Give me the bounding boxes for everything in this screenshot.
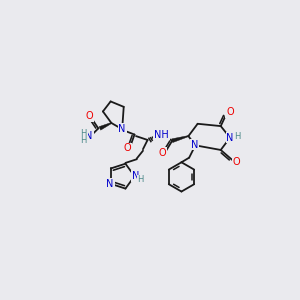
Text: H: H	[137, 176, 144, 184]
Text: H: H	[80, 128, 87, 137]
Polygon shape	[99, 122, 112, 130]
Text: N: N	[85, 131, 93, 141]
Text: H: H	[80, 136, 87, 145]
Text: N: N	[132, 171, 139, 181]
Text: O: O	[226, 107, 234, 117]
Text: O: O	[232, 157, 240, 166]
Text: NH: NH	[154, 130, 169, 140]
Text: N: N	[226, 133, 234, 142]
Polygon shape	[172, 136, 188, 142]
Text: N: N	[191, 140, 198, 150]
Text: O: O	[124, 143, 131, 153]
Text: N: N	[106, 179, 114, 189]
Text: O: O	[158, 148, 166, 158]
Text: O: O	[85, 111, 93, 121]
Text: N: N	[118, 124, 126, 134]
Text: H: H	[234, 132, 240, 141]
